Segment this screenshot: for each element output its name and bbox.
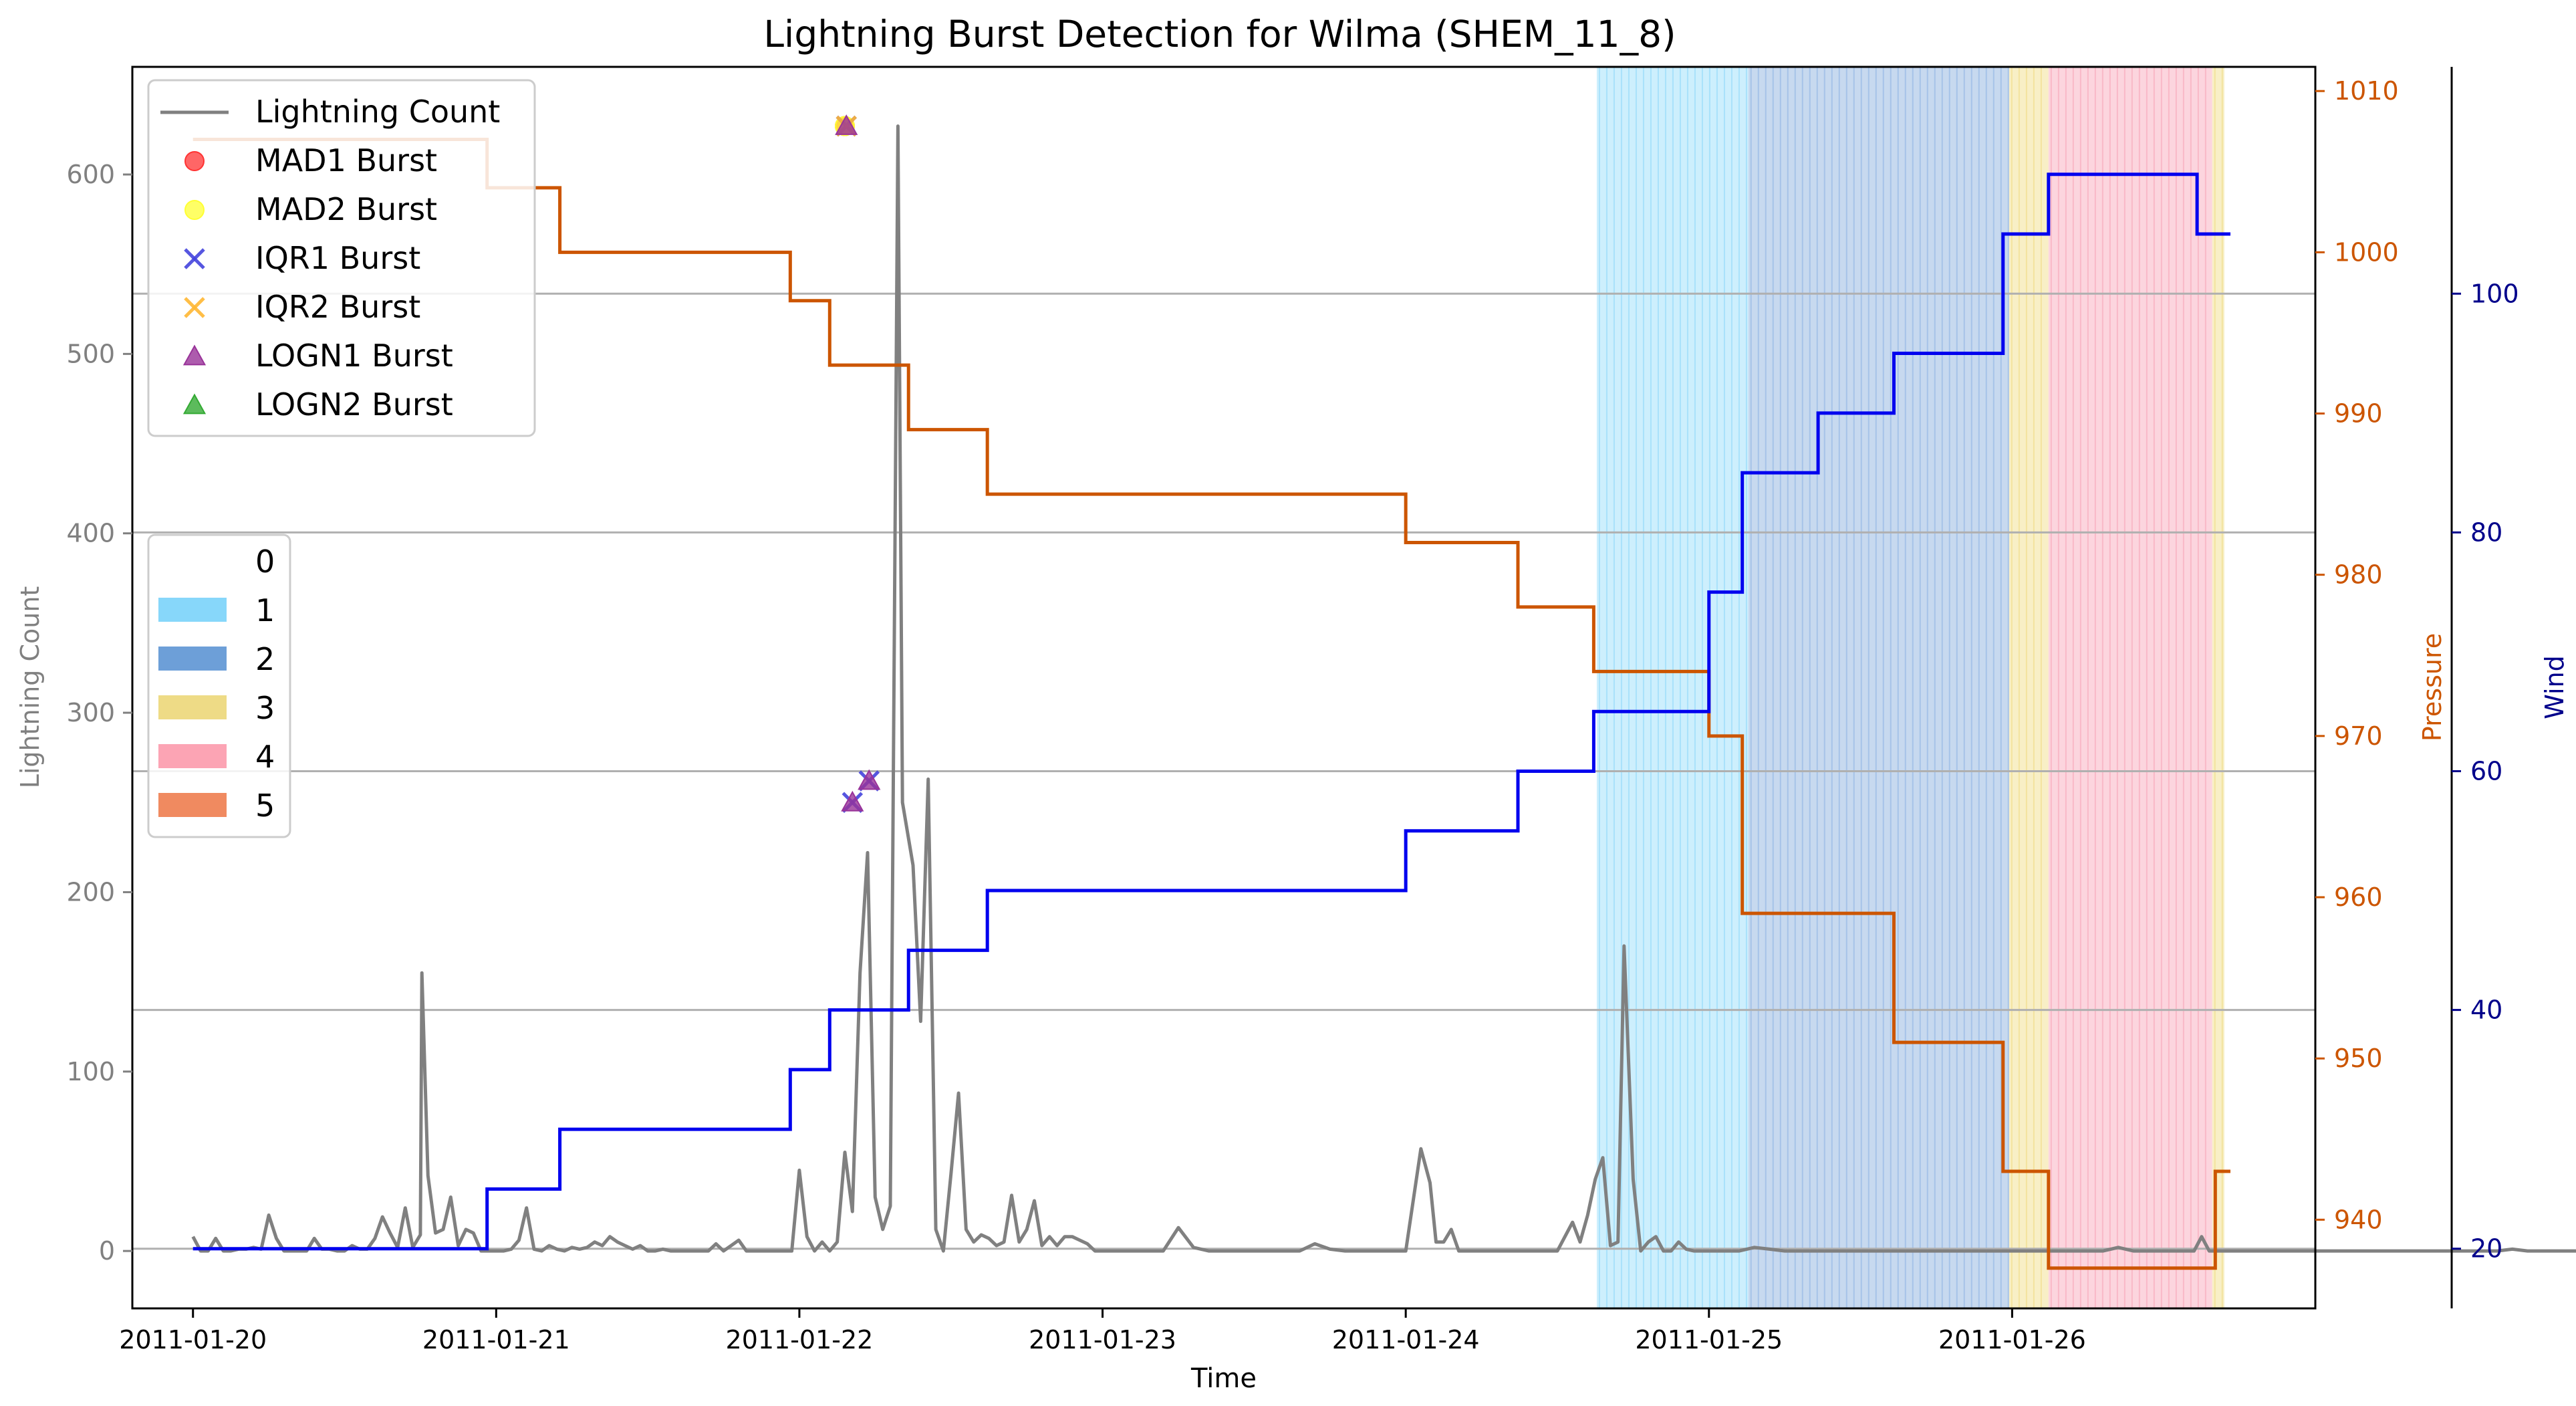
left-tick-label: 600: [66, 160, 115, 189]
category-swatch: [158, 793, 227, 817]
legend-marker-swatch: [184, 248, 205, 269]
wind-tick-label: 100: [2470, 279, 2519, 308]
wind-tick-label: 40: [2470, 995, 2502, 1025]
pressure-axis-label: Pressure: [2418, 633, 2447, 741]
left-tick-label: 200: [66, 877, 115, 907]
category-legend-label: 3: [255, 690, 275, 726]
pressure-tick-label: 1010: [2334, 76, 2399, 106]
pressure-line: [192, 138, 2230, 1270]
category-legend-label: 2: [255, 641, 275, 677]
category-swatch: [158, 744, 227, 768]
logn1-burst-marker: [835, 114, 858, 135]
logn1-burst-marker: [858, 769, 881, 790]
logn1-burst-marker: [841, 790, 864, 812]
x-tick-label: 2011-01-24: [1332, 1325, 1480, 1355]
axes: 2011-01-20 2011-01-21 2011-01-22 2011-01-23…: [66, 67, 2519, 1355]
x-tick-label: 2011-01-21: [422, 1325, 570, 1355]
legend-marker-swatch: [182, 393, 207, 415]
series-layer: [191, 124, 2576, 1270]
pressure-tick-label: 970: [2334, 721, 2383, 751]
chart-title: Lightning Burst Detection for Wilma (SHE…: [763, 13, 1676, 55]
series-legend-frame: [147, 79, 536, 437]
pressure-tick-label: 960: [2334, 883, 2383, 912]
x-tick-label: 2011-01-23: [1029, 1325, 1176, 1355]
series-legend-label: IQR1 Burst: [255, 240, 420, 276]
pressure-tick-label: 950: [2334, 1044, 2383, 1073]
legend-marker-swatch: [184, 200, 205, 220]
wind-axis-label: Wind: [2540, 655, 2569, 719]
legend-marker-swatch: [184, 151, 205, 171]
wind-line: [192, 172, 2230, 1251]
left-tick-label: 100: [66, 1057, 115, 1086]
category-swatch: [158, 598, 227, 622]
left-tick-label: 400: [66, 519, 115, 548]
pressure-tick-label: 980: [2334, 560, 2383, 590]
pressure-tick-label: 990: [2334, 399, 2383, 429]
category-legend-label: 0: [255, 544, 275, 580]
pressure-tick-label: 940: [2334, 1205, 2383, 1234]
category-swatch: [158, 549, 227, 573]
left-tick-label: 0: [99, 1236, 115, 1266]
category-swatch: [158, 647, 227, 671]
grid-lines: [132, 292, 2315, 1250]
left-tick-label: 300: [66, 698, 115, 727]
pressure-tick-label: 1000: [2334, 237, 2399, 267]
category-legend: 0 1 2 3 4 5: [147, 534, 291, 838]
plot-frame: [131, 66, 2317, 1310]
x-tick-label: 2011-01-26: [1938, 1325, 2086, 1355]
legend-marker-swatch: [184, 297, 205, 318]
lightning-count-line: [191, 124, 2576, 1253]
category-band-1: [1748, 67, 2009, 1308]
wind-tick-label: 20: [2470, 1234, 2502, 1264]
left-tick-label: 500: [66, 339, 115, 368]
series-legend-label: IQR2 Burst: [255, 289, 420, 325]
series-legend-label: LOGN1 Burst: [255, 338, 453, 374]
x-tick-label: 2011-01-22: [726, 1325, 874, 1355]
category-band-2: [2009, 67, 2049, 1308]
category-band-3: [2048, 67, 2212, 1308]
category-bands: [1596, 67, 2224, 1308]
series-legend: Lightning Count MAD1 Burst MAD2 Burst IQR1 …: [147, 79, 536, 437]
burst-markers: [834, 114, 881, 814]
category-legend-label: 5: [255, 788, 275, 824]
left-axis-label: Lightning Count: [15, 586, 45, 789]
wind-tick-label: 80: [2470, 517, 2502, 547]
category-swatch: [158, 695, 227, 719]
x-tick-label: 2011-01-20: [119, 1325, 267, 1355]
wind-tick-label: 60: [2470, 756, 2502, 786]
series-legend-label: Lightning Count: [255, 94, 500, 130]
series-legend-label: MAD1 Burst: [255, 142, 437, 179]
series-legend-label: MAD2 Burst: [255, 191, 437, 227]
x-axis-label: Time: [1190, 1363, 1257, 1394]
category-legend-label: 1: [255, 592, 275, 628]
legend-marker-swatch: [182, 344, 207, 366]
x-tick-label: 2011-01-25: [1635, 1325, 1783, 1355]
series-legend-label: LOGN2 Burst: [255, 386, 453, 423]
category-legend-label: 4: [255, 739, 275, 775]
